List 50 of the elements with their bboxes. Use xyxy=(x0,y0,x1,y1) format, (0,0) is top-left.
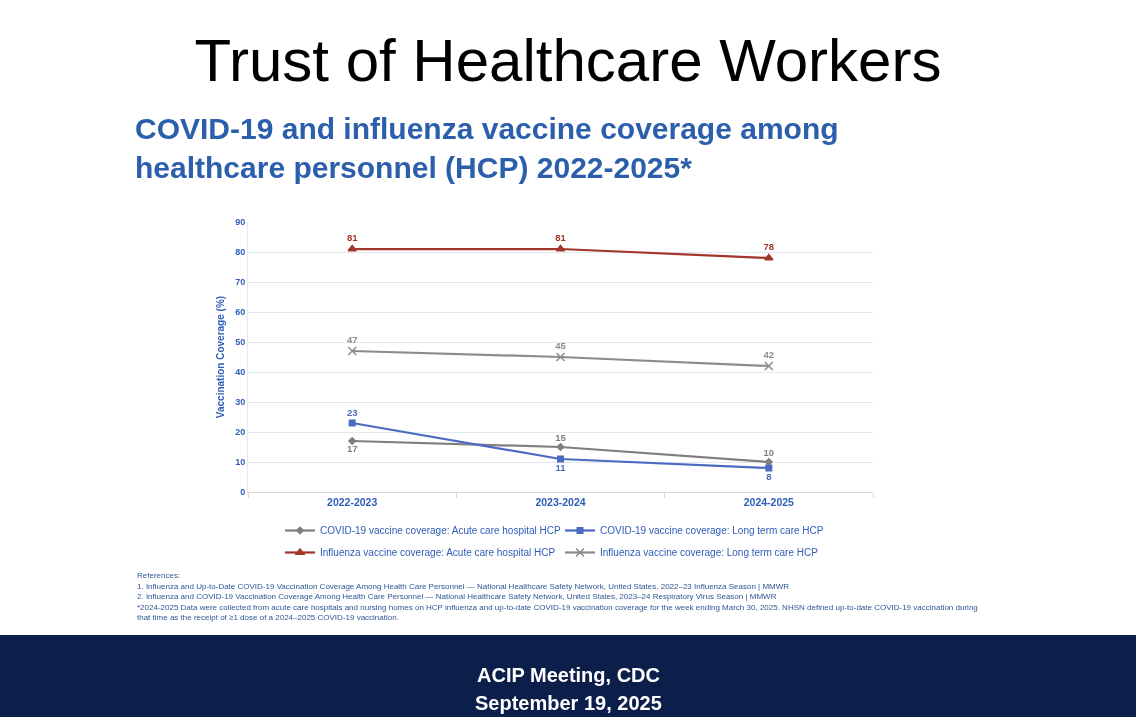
point xyxy=(555,244,566,252)
y-tick-label: 0 xyxy=(240,487,246,498)
point xyxy=(556,443,565,451)
data-label: 81 xyxy=(346,232,359,244)
y-tick-label: 40 xyxy=(235,367,246,378)
text: 2. Influenza and COVID-19 Vaccination Coverage Among Health Care Personnel — National Healthcare Safety Network, United States, 2023–24 Respiratory Virus Season | MMWR xyxy=(137,592,777,601)
point xyxy=(764,458,773,466)
chart-subtitle: COVID-19 and influenza vaccine coverage among healthcare personnel (HCP) 2022-2025* xyxy=(135,112,839,184)
data-label: 78 xyxy=(763,241,775,253)
x-tick-label: 2023-2024 xyxy=(535,495,586,508)
data-label: 23 xyxy=(346,407,358,419)
x-tick-label: 2024-2025 xyxy=(743,495,795,508)
data-label: 45 xyxy=(555,339,567,351)
y-tick-label: 50 xyxy=(235,337,246,348)
y-axis-title: Vaccination Coverage (%) xyxy=(215,295,227,419)
point xyxy=(557,455,564,463)
data-label: 11 xyxy=(555,461,567,473)
y-tick-label: 20 xyxy=(235,427,246,438)
y-tick-label: 10 xyxy=(235,457,246,468)
data-label: 8 xyxy=(766,470,772,482)
point xyxy=(764,253,774,261)
point xyxy=(347,346,357,356)
text: ACIP Meeting, CDC xyxy=(477,664,660,686)
point xyxy=(348,437,357,445)
data-label: 15 xyxy=(555,431,567,443)
legend-label: COVID-19 vaccine coverage: Long term care HCP xyxy=(600,525,824,537)
y-tick-label: 60 xyxy=(235,307,246,318)
legend-label: COVID-19 vaccine coverage: Acute care hospital HCP xyxy=(320,525,561,537)
data-label: 42 xyxy=(763,348,775,360)
data-label: 10 xyxy=(763,446,775,458)
y-tick-label: 80 xyxy=(235,247,246,258)
y-tick-label: 30 xyxy=(235,397,246,408)
text: 1. Influenza and Up-to-Date COVID-19 Vaccination Coverage Among Health Care Personnel — National Healthcare Safety Network, United States, 2022–23 Influenza Season | MMWR xyxy=(137,582,790,591)
data-label: 17 xyxy=(346,443,358,455)
text: *2024-2025 Data were collected from acute care hospitals and nursing homes on HCP influenza and up-to-date COVID-19 vaccination coverage for the week ending March 30, 2025. NHSN defined up-to-date COVID-19 vaccination during that time as the receipt of ≥1 dose of a 2024–2025 COVID-19 vaccination. xyxy=(137,603,978,623)
point xyxy=(765,464,773,472)
point xyxy=(764,361,774,371)
point xyxy=(347,244,357,252)
legend-label: Influenza vaccine coverage: Acute care hospital HCP xyxy=(320,547,556,559)
point xyxy=(348,419,356,427)
chart-title: Trust of Healthcare Workers xyxy=(194,27,942,94)
legend-label: Influenza vaccine coverage: Long term care HCP xyxy=(600,547,819,559)
point xyxy=(555,352,566,362)
text: September 19, 2025 xyxy=(475,692,662,714)
data-label: 47 xyxy=(346,333,358,345)
data-label: 81 xyxy=(555,232,567,244)
y-tick-label: 70 xyxy=(235,277,246,288)
y-tick-label: 90 xyxy=(235,217,246,228)
x-tick-label: 2022-2023 xyxy=(327,495,378,508)
text: References: xyxy=(137,571,181,580)
